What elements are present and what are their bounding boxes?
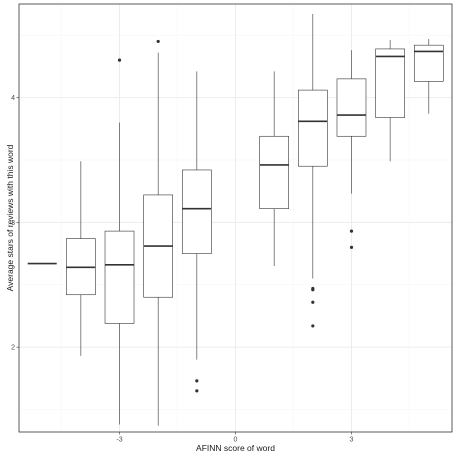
outlier-point bbox=[349, 229, 354, 233]
box-group bbox=[375, 40, 405, 162]
box-iqr bbox=[182, 169, 212, 254]
box-iqr bbox=[375, 48, 405, 118]
y-tick-label: 3 bbox=[11, 220, 15, 227]
box-iqr bbox=[414, 44, 444, 82]
y-axis-title: Average stars of reviews with this word bbox=[5, 144, 15, 291]
box-group bbox=[414, 38, 444, 114]
box-group bbox=[104, 58, 135, 425]
outlier-point bbox=[311, 288, 315, 292]
axis-ticks: -3 0 3 2 3 4 bbox=[11, 95, 353, 443]
box-group bbox=[182, 71, 212, 393]
outlier-point bbox=[156, 39, 160, 44]
box-iqr bbox=[259, 135, 289, 209]
outlier-point bbox=[311, 300, 315, 304]
x-tick-label: 3 bbox=[350, 437, 354, 444]
box-iqr bbox=[104, 230, 135, 324]
box-iqr bbox=[298, 89, 328, 167]
y-tick-label: 2 bbox=[11, 345, 15, 352]
box-group bbox=[336, 50, 367, 249]
outlier-point bbox=[117, 58, 122, 62]
box-group bbox=[143, 39, 173, 426]
outlier-point bbox=[195, 389, 199, 393]
outlier-point bbox=[349, 245, 354, 249]
box-group bbox=[66, 161, 96, 356]
outlier-point bbox=[311, 324, 315, 328]
x-tick-label: 0 bbox=[234, 437, 238, 444]
outlier-point bbox=[195, 379, 199, 383]
x-tick-label: -3 bbox=[116, 437, 122, 444]
box-group bbox=[298, 13, 328, 328]
box-iqr bbox=[336, 78, 367, 137]
y-tick-label: 4 bbox=[11, 95, 15, 102]
box-group bbox=[259, 71, 289, 267]
boxes-layer bbox=[27, 13, 444, 426]
x-axis-title: AFINN score of word bbox=[196, 443, 275, 453]
